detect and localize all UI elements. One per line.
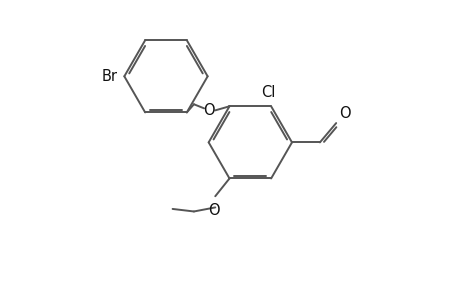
Text: O: O: [338, 106, 350, 121]
Text: O: O: [202, 103, 214, 118]
Text: O: O: [208, 203, 219, 218]
Text: Br: Br: [101, 69, 117, 84]
Text: Cl: Cl: [261, 85, 275, 100]
